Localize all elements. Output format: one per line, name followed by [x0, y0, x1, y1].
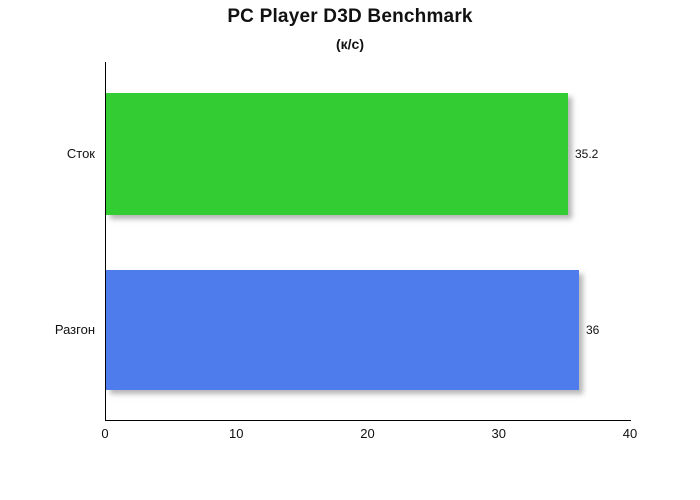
chart-subtitle: (к/с) — [335, 36, 364, 52]
chart-title: PC Player D3D Benchmark — [227, 6, 473, 27]
category-label: Разгон — [54, 322, 95, 337]
bar-2 — [106, 270, 579, 390]
value-label: 36 — [586, 323, 600, 337]
x-tick-label: 30 — [491, 426, 506, 441]
value-label: 35.2 — [575, 147, 599, 161]
x-axis-line — [105, 420, 631, 421]
bar-1 — [106, 93, 568, 215]
y-axis-line — [105, 62, 106, 420]
x-tick-label: 0 — [101, 426, 109, 441]
category-label: Сток — [66, 146, 95, 161]
x-tick-label: 10 — [229, 426, 244, 441]
x-tick-label: 20 — [360, 426, 375, 441]
x-tick-label: 40 — [622, 426, 638, 441]
